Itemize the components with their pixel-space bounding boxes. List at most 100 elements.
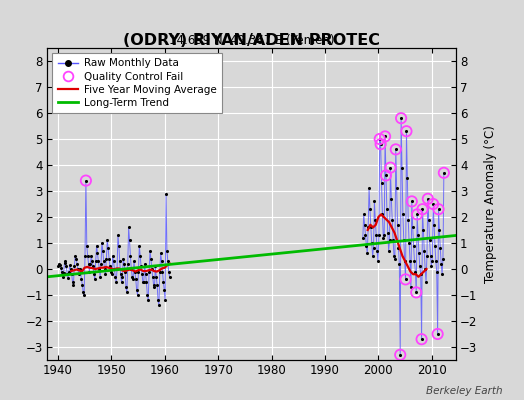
Point (157, 250, 165, 257)
Point (153, 282, 161, 288)
Point (115, 242, 123, 249)
Point (376, 141, 385, 148)
Point (138, 271, 146, 278)
Point (391, 146, 400, 153)
Point (82, 178, 90, 184)
Point (117, 279, 126, 285)
Point (100, 258, 108, 264)
Point (92, 258, 100, 264)
Point (146, 248, 154, 254)
Point (87, 253, 95, 259)
Point (409, 242, 418, 249)
Point (155, 302, 163, 309)
Point (99, 248, 107, 254)
Point (362, 232, 370, 238)
Point (427, 263, 435, 270)
Point (396, 352, 405, 358)
Point (114, 232, 122, 238)
Point (120, 261, 128, 267)
Point (145, 268, 154, 275)
Point (434, 206, 443, 212)
Point (79, 289, 88, 296)
Point (433, 331, 442, 337)
Point (101, 266, 109, 272)
Point (159, 279, 168, 285)
Point (143, 292, 151, 298)
Point (362, 242, 370, 249)
Point (430, 222, 438, 228)
Point (402, 128, 411, 134)
Point (367, 224, 375, 230)
Point (126, 253, 135, 259)
Point (55, 261, 63, 267)
Point (150, 284, 159, 290)
Point (382, 172, 390, 179)
Point (64, 275, 72, 281)
Point (88, 258, 96, 264)
Point (123, 289, 131, 296)
Point (440, 170, 448, 176)
Point (434, 206, 443, 212)
Point (376, 136, 384, 142)
Point (367, 240, 376, 246)
Point (394, 245, 402, 252)
Point (129, 276, 137, 283)
Point (104, 245, 112, 252)
Point (94, 258, 103, 264)
Point (163, 248, 171, 254)
Point (395, 261, 403, 267)
Legend: Raw Monthly Data, Quality Control Fail, Five Year Moving Average, Long-Term Tren: Raw Monthly Data, Quality Control Fail, … (52, 53, 222, 113)
Point (399, 211, 407, 218)
Point (84, 261, 93, 267)
Point (103, 237, 112, 244)
Point (389, 237, 397, 244)
Point (358, 234, 367, 241)
Point (363, 250, 372, 257)
Point (398, 164, 406, 171)
Point (106, 263, 114, 270)
Point (373, 248, 381, 254)
Point (128, 274, 136, 280)
Point (433, 331, 442, 337)
Point (407, 284, 415, 290)
Point (89, 263, 97, 270)
Point (391, 256, 399, 262)
Point (112, 279, 121, 285)
Point (436, 245, 444, 252)
Point (62, 263, 71, 270)
Point (115, 258, 124, 264)
Point (107, 268, 115, 275)
Point (432, 268, 441, 275)
Point (429, 201, 438, 207)
Point (423, 253, 431, 259)
Point (397, 115, 405, 122)
Point (385, 248, 393, 254)
Point (82, 178, 90, 184)
Point (152, 274, 160, 280)
Point (403, 175, 411, 181)
Point (417, 271, 425, 278)
Point (124, 224, 133, 230)
Point (73, 261, 81, 267)
Point (67, 266, 75, 272)
Point (144, 297, 152, 304)
Point (422, 279, 430, 285)
Point (418, 206, 427, 212)
Point (133, 292, 141, 298)
Point (56, 262, 64, 268)
Point (140, 261, 149, 267)
Point (151, 263, 159, 270)
Point (156, 268, 164, 275)
Point (401, 276, 410, 283)
Point (411, 268, 420, 275)
Point (154, 297, 162, 304)
Point (96, 274, 104, 280)
Point (148, 274, 157, 280)
Point (408, 198, 416, 205)
Point (382, 172, 390, 179)
Point (58, 268, 66, 275)
Text: 14.659 N, 49.367 E (Yemen): 14.659 N, 49.367 E (Yemen) (169, 34, 334, 47)
Point (410, 258, 419, 264)
Point (141, 271, 150, 278)
Point (105, 256, 113, 262)
